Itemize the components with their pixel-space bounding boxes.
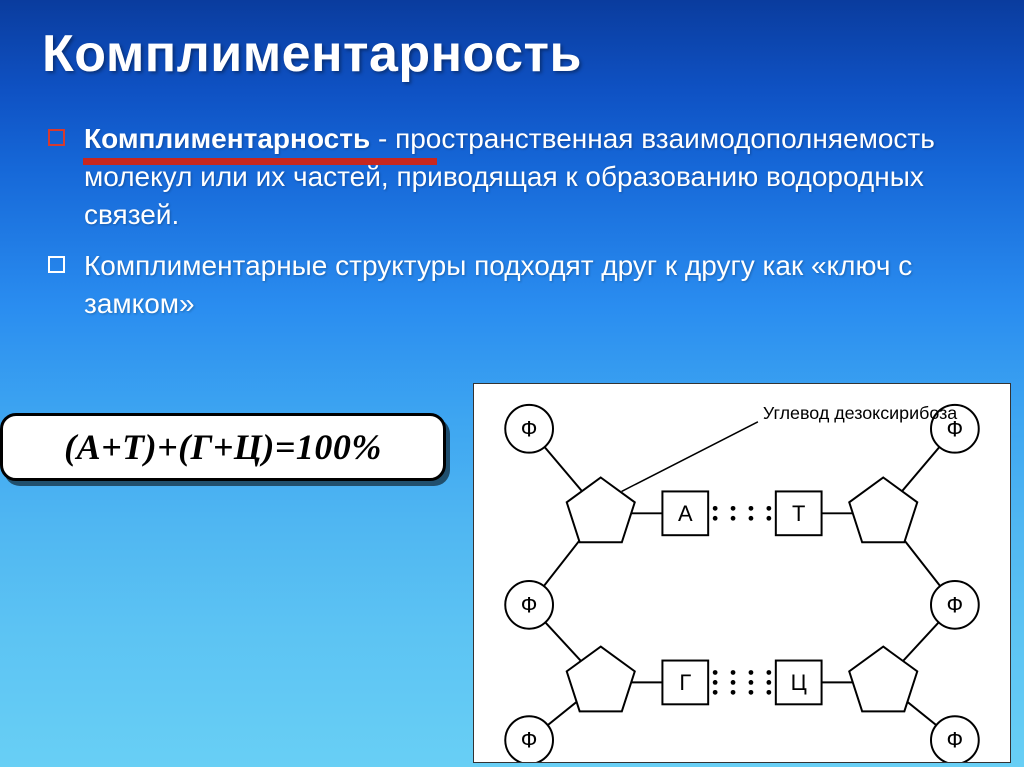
svg-text:А: А	[678, 501, 693, 526]
svg-text:Ф: Ф	[947, 592, 964, 617]
svg-text:Ф: Ф	[521, 416, 538, 441]
svg-text:Ф: Ф	[521, 728, 538, 753]
bullet-item: Комплиментарность - пространственная вза…	[42, 120, 982, 233]
slide-title: Комплиментарность	[42, 24, 982, 84]
diagram-svg: ФФФФФФАТГЦУглевод дезоксирибоза	[474, 384, 1010, 762]
bullet-lead: Комплиментарность	[84, 120, 370, 158]
bullet-icon	[48, 256, 65, 273]
bullet-text: Комплиментарные структуры подходят друг …	[84, 250, 912, 319]
formula-text: (А+Т)+(Г+Ц)=100%	[64, 426, 382, 468]
svg-text:Ц: Ц	[791, 670, 807, 695]
slide-root: Комплиментарность Комплиментарность - пр…	[0, 0, 1024, 767]
svg-text:Т: Т	[792, 501, 805, 526]
svg-text:Г: Г	[679, 670, 691, 695]
bullet-item: Комплиментарные структуры подходят друг …	[42, 247, 982, 323]
svg-text:Углевод дезоксирибоза: Углевод дезоксирибоза	[763, 403, 957, 423]
bullet-list: Комплиментарность - пространственная вза…	[42, 120, 982, 323]
svg-text:Ф: Ф	[947, 728, 964, 753]
dna-diagram: ФФФФФФАТГЦУглевод дезоксирибоза	[473, 383, 1011, 763]
svg-text:Ф: Ф	[521, 592, 538, 617]
title-underline	[83, 158, 437, 165]
bullet-icon	[48, 129, 65, 146]
formula-box: (А+Т)+(Г+Ц)=100%	[0, 413, 446, 481]
